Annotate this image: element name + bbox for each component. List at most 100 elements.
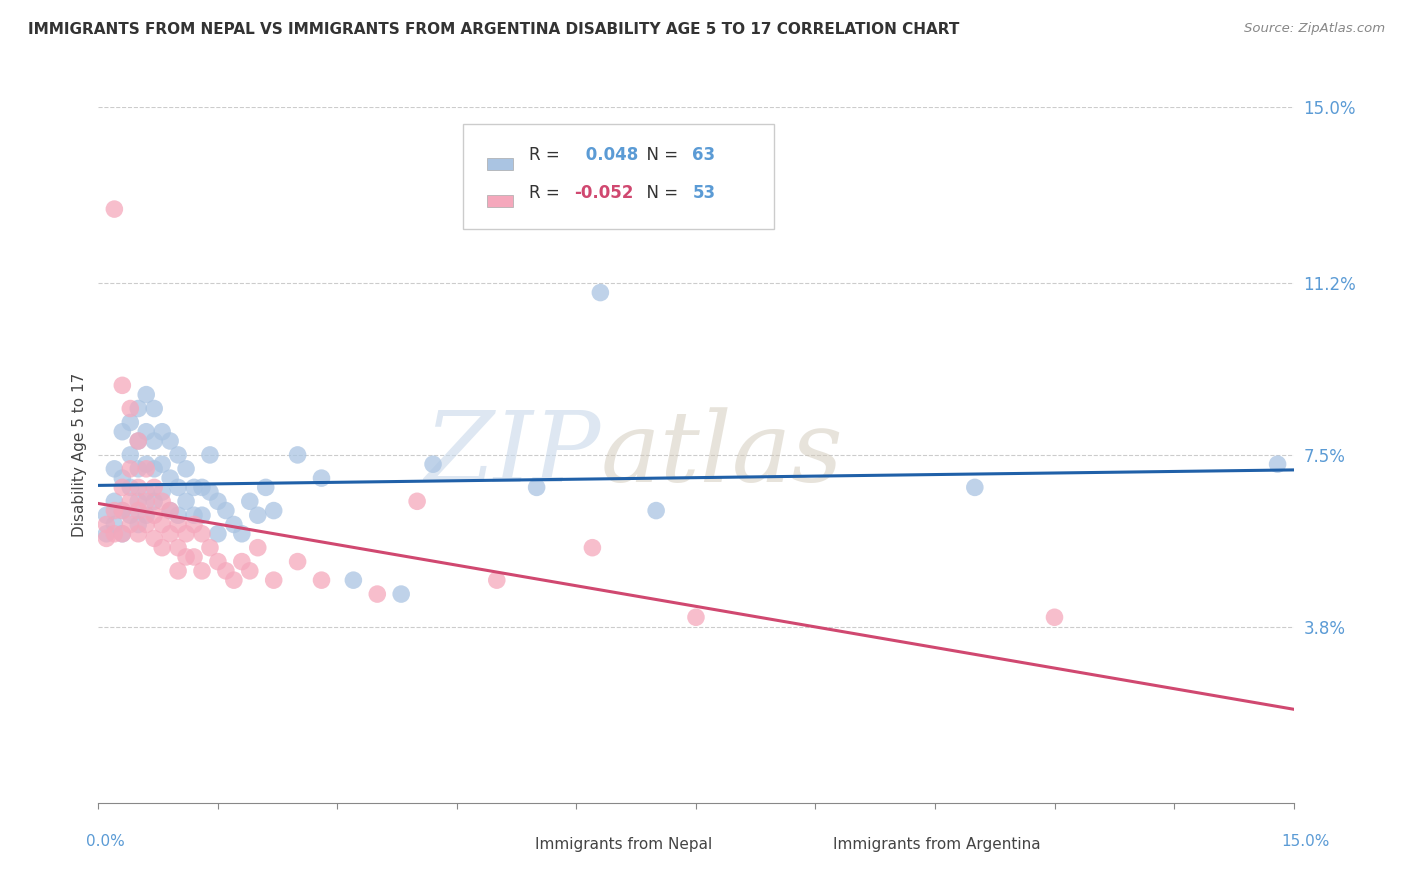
Point xyxy=(222,517,245,532)
Point xyxy=(222,573,245,587)
Point xyxy=(159,503,181,517)
Point xyxy=(150,485,173,500)
Point xyxy=(167,564,190,578)
Point xyxy=(198,541,221,555)
Point xyxy=(254,480,277,494)
Text: atlas: atlas xyxy=(600,408,844,502)
Point xyxy=(143,434,166,448)
Point xyxy=(183,549,205,564)
Point xyxy=(685,610,707,624)
Point xyxy=(191,526,214,541)
Point xyxy=(191,508,214,523)
Y-axis label: Disability Age 5 to 17: Disability Age 5 to 17 xyxy=(72,373,87,537)
Point xyxy=(198,448,221,462)
Point xyxy=(120,416,142,430)
Point xyxy=(1043,610,1066,624)
Point xyxy=(96,517,118,532)
Point xyxy=(103,462,125,476)
Point xyxy=(103,517,125,532)
FancyBboxPatch shape xyxy=(481,830,517,858)
Text: IMMIGRANTS FROM NEPAL VS IMMIGRANTS FROM ARGENTINA DISABILITY AGE 5 TO 17 CORREL: IMMIGRANTS FROM NEPAL VS IMMIGRANTS FROM… xyxy=(28,22,959,37)
Point xyxy=(143,480,166,494)
Point xyxy=(198,485,221,500)
Point xyxy=(215,503,238,517)
Point xyxy=(150,517,173,532)
Point xyxy=(246,541,269,555)
Point xyxy=(111,471,134,485)
Point xyxy=(167,541,190,555)
Point xyxy=(287,448,309,462)
Point xyxy=(207,555,229,569)
Point xyxy=(263,503,285,517)
Point xyxy=(183,508,205,523)
Point xyxy=(1267,457,1289,471)
Point xyxy=(120,462,142,476)
Point xyxy=(143,462,166,476)
Point xyxy=(191,480,214,494)
Point xyxy=(96,526,118,541)
Point xyxy=(207,526,229,541)
Point xyxy=(159,526,181,541)
Point xyxy=(120,517,142,532)
Point xyxy=(143,532,166,546)
Point xyxy=(581,541,603,555)
Point xyxy=(263,573,285,587)
Point xyxy=(111,526,134,541)
FancyBboxPatch shape xyxy=(779,830,815,858)
Point xyxy=(526,480,548,494)
Point xyxy=(645,503,668,517)
Point xyxy=(167,448,190,462)
Point xyxy=(127,434,149,448)
Text: Immigrants from Nepal: Immigrants from Nepal xyxy=(534,837,711,852)
Point xyxy=(143,401,166,416)
Point xyxy=(127,494,149,508)
Text: ZIP: ZIP xyxy=(425,408,600,502)
Point xyxy=(103,494,125,508)
Point xyxy=(96,508,118,523)
Point xyxy=(485,573,508,587)
Text: R =: R = xyxy=(529,146,565,164)
Point xyxy=(103,526,125,541)
Point xyxy=(111,378,134,392)
Text: 0.0%: 0.0% xyxy=(87,834,125,849)
Point xyxy=(103,503,125,517)
Point xyxy=(120,494,142,508)
Point xyxy=(174,549,197,564)
Point xyxy=(127,526,149,541)
Text: 15.0%: 15.0% xyxy=(1281,834,1330,849)
Point xyxy=(150,457,173,471)
Point xyxy=(215,564,238,578)
Point xyxy=(963,480,986,494)
Text: Source: ZipAtlas.com: Source: ZipAtlas.com xyxy=(1244,22,1385,36)
Point xyxy=(239,494,262,508)
Point xyxy=(167,508,190,523)
Point xyxy=(183,517,205,532)
Point xyxy=(135,517,157,532)
Point xyxy=(111,425,134,439)
Point xyxy=(311,471,333,485)
FancyBboxPatch shape xyxy=(463,124,773,229)
Point xyxy=(135,387,157,401)
Point xyxy=(287,555,309,569)
Point xyxy=(174,526,197,541)
Point xyxy=(135,494,157,508)
Point xyxy=(127,517,149,532)
Point xyxy=(111,480,134,494)
Point xyxy=(231,555,253,569)
Point xyxy=(150,494,173,508)
Point xyxy=(135,508,157,523)
Point xyxy=(366,587,388,601)
Text: N =: N = xyxy=(636,184,683,202)
Text: R =: R = xyxy=(529,184,565,202)
Point xyxy=(127,434,149,448)
Text: N =: N = xyxy=(636,146,683,164)
Point xyxy=(120,448,142,462)
Point xyxy=(120,508,142,523)
Point xyxy=(111,526,134,541)
FancyBboxPatch shape xyxy=(486,158,513,169)
Point xyxy=(150,425,173,439)
Point xyxy=(159,471,181,485)
Text: Immigrants from Argentina: Immigrants from Argentina xyxy=(834,837,1040,852)
Point xyxy=(406,494,429,508)
Point xyxy=(231,526,253,541)
